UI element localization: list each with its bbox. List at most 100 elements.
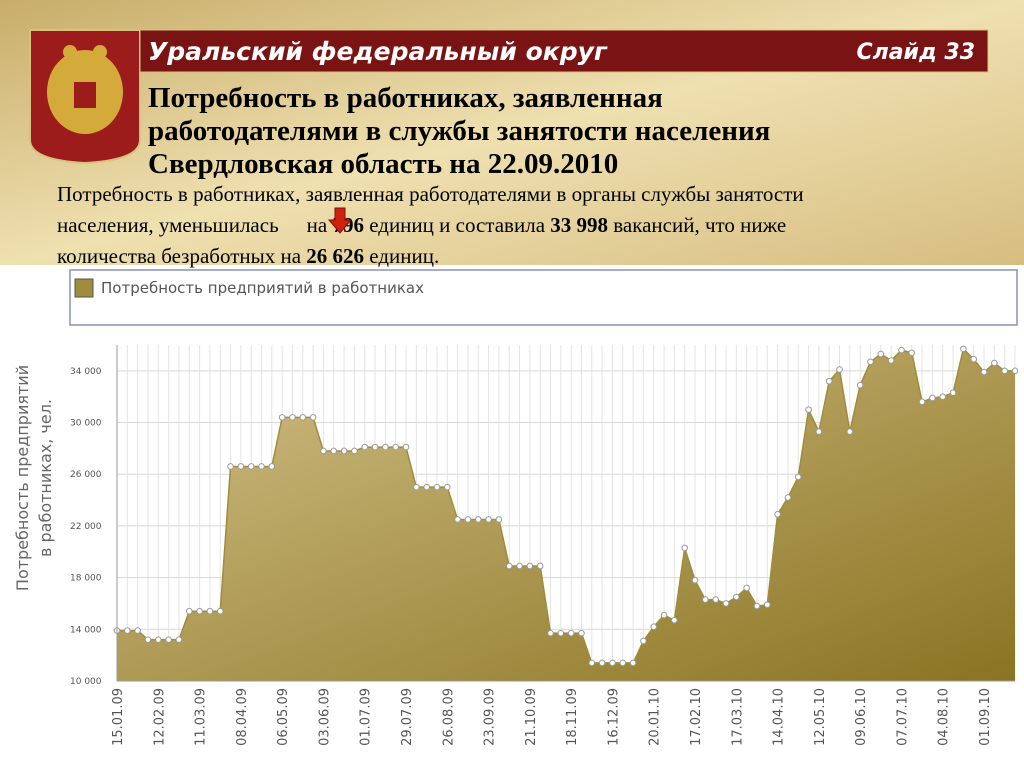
intro-text: количества безработных на [57,244,306,268]
legend [69,269,1018,326]
point [660,611,668,619]
point [474,516,482,523]
x-tick-label: 20.01.10 [648,688,663,746]
point [165,636,172,643]
emblem [29,29,141,165]
x-tick-label: 21.10.09 [524,688,539,746]
slide-number: Слайд 33 [856,40,975,65]
point [867,358,874,366]
point [722,600,730,607]
point [991,359,998,367]
x-tick-label: 26.08.09 [441,688,456,746]
x-tick-label: 14.04.10 [772,688,787,746]
point [836,366,843,373]
point [825,377,833,385]
x-tick-label: 29.07.09 [400,688,415,746]
point [578,629,585,637]
point [588,659,596,667]
point [939,393,947,400]
legend-label: Потребность предприятий в работниках [101,279,424,297]
intro-number: 26 626 [306,244,364,268]
y-tick-label: 22 000 [70,522,102,532]
point [299,414,307,421]
point [609,659,616,667]
point [175,636,183,643]
x-tick-label: 23.09.09 [483,688,498,746]
point [495,516,503,523]
point [340,447,348,455]
region: Уральский федеральный округ [148,37,608,66]
title-line: Потребность в работниках, заявленная [148,82,663,114]
legend-swatch [74,278,94,298]
line [117,347,1015,664]
point [877,350,885,358]
intro-line: Потребность в работниках, заявленная раб… [57,182,804,206]
point [918,398,926,406]
intro-number: 33 998 [550,213,608,237]
x-tick-label: 15.01.09 [111,688,126,746]
point [1001,367,1008,375]
intro: Потребность в работниках, заявленная раб… [57,182,804,268]
x-tick-label: 12.05.10 [813,688,828,746]
intro-line: населения, уменьшилась на 796 единиц и со… [57,213,786,237]
point [763,601,771,609]
x-tick-label: 18.11.09 [565,688,580,746]
y-tick-label: 18 000 [70,574,102,584]
y-tick-label: 10 000 [70,677,102,687]
point [154,636,162,643]
point [949,389,957,397]
x-tick-label: 17.03.10 [730,688,745,746]
area [117,348,1015,681]
point [784,494,792,501]
point [309,414,317,421]
intro-text: единиц и составила [364,213,550,237]
point [671,616,678,624]
x-tick-label: 11.03.09 [194,688,209,746]
point [898,346,905,354]
point [805,406,812,413]
point [712,596,719,603]
intro-text: на [307,213,333,237]
x-tick-label: 03.06.09 [317,688,332,746]
point [247,463,255,470]
point [382,443,389,451]
x-tick-label: 04.08.10 [937,688,952,746]
point [237,463,245,470]
point [258,463,265,470]
header-bar [139,29,989,73]
title-line: работодателями в службы занятости населе… [148,115,770,147]
point [134,627,141,634]
point [351,447,358,455]
title-line: Свердловская область на 22.09.2010 [148,148,618,180]
point [505,562,513,570]
point [485,516,492,523]
point [650,623,658,631]
point [536,562,544,570]
y-tick-label: 34 000 [70,367,102,377]
point [413,483,420,491]
point [743,584,750,592]
point [629,659,637,667]
down-arrow [327,207,353,234]
point [547,629,554,637]
point [516,562,523,570]
point [1011,367,1019,375]
point [691,576,699,584]
point [268,463,276,470]
point [557,629,565,637]
x-tick-label: 01.09.10 [978,688,993,746]
point [144,636,152,643]
point [454,516,461,523]
intro-text: Потребность в работниках, заявленная раб… [57,182,804,206]
x-tick-label: 08.04.09 [235,688,250,746]
point [929,394,936,402]
y-tick-label: 30 000 [70,419,102,429]
point [124,627,131,634]
intro-text: населения, уменьшилась [57,213,279,237]
point [206,607,214,615]
point [371,443,379,451]
point [960,345,967,353]
point [196,607,203,615]
point [289,414,296,421]
